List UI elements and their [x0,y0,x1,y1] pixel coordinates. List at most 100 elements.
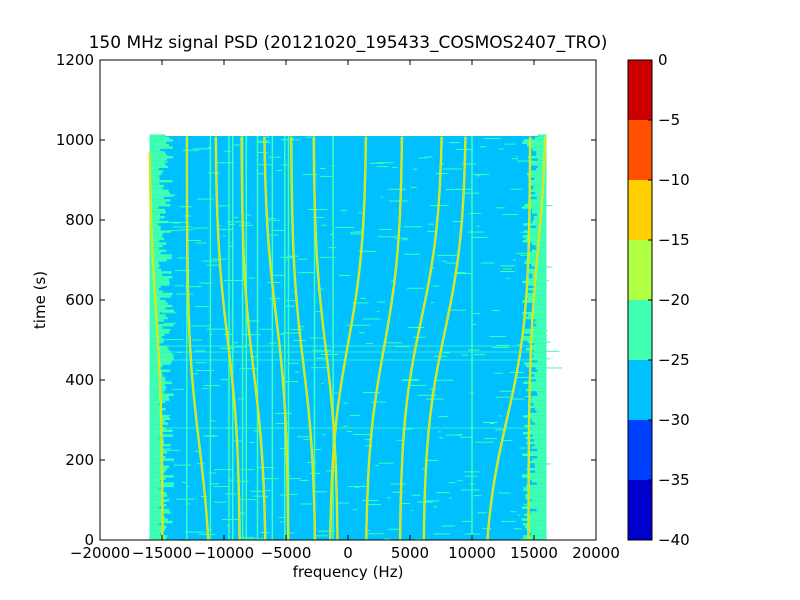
noise-band-segment [149,480,161,483]
noise-band-segment [149,511,171,514]
noise-band-segment [149,410,162,413]
noise-band-segment [532,396,547,399]
noise-speckle [262,496,269,498]
noise-speckle [206,264,222,266]
noise-band-segment [149,388,166,392]
noise-speckle [411,509,414,511]
noise-band-segment [537,456,547,459]
noise-speckle [350,231,359,233]
noise-speckle [440,163,444,165]
noise-speckle [320,175,333,177]
noise-speckle [279,447,285,449]
noise-band-segment [149,244,163,248]
noise-speckle [303,439,312,441]
noise-speckle [213,501,227,503]
noise-band-segment [149,151,166,154]
doppler-track-core [365,136,403,540]
noise-band-segment [149,441,164,444]
noise-speckle [509,511,517,513]
noise-band-segment [149,276,173,279]
noise-speckle [288,362,299,364]
noise-speckle [174,285,184,287]
noise-speckle [535,346,540,348]
noise-speckle [257,467,275,469]
noise-speckle [537,463,551,465]
noise-speckle [441,525,456,527]
x-axis-label: frequency (Hz) [293,563,404,581]
noise-speckle [391,167,398,169]
noise-band-segment [149,280,170,284]
noise-band-segment [533,309,547,312]
noise-band-segment [530,194,547,197]
noise-speckle [378,462,394,464]
noise-band-segment [149,432,163,435]
noise-band-segment [149,537,167,540]
x-tick-label: 20000 [572,544,620,562]
noise-speckle [431,267,436,269]
noise-band-segment [149,324,174,327]
noise-speckle [394,346,410,348]
noise-speckle [367,504,381,506]
noise-band-segment [523,139,547,142]
noise-speckle [186,503,191,505]
noise-band-segment [528,314,547,317]
noise-band-segment [149,420,165,423]
noise-speckle [467,349,480,351]
noise-speckle [531,497,543,499]
noise-band-segment [149,384,166,387]
noise-speckle [284,258,288,260]
noise-speckle [222,235,226,237]
noise-band-segment [536,508,547,512]
noise-band-segment [536,379,547,382]
noise-speckle [390,483,407,485]
noise-band-segment [149,360,173,363]
noise-speckle [217,228,233,230]
noise-band-segment [528,412,547,416]
noise-speckle [504,143,516,145]
noise-band-segment [536,247,547,250]
noise-speckle [521,301,538,303]
noise-speckle [499,271,515,273]
noise-speckle [350,233,363,235]
noise-band-segment [149,273,162,276]
noise-speckle [380,196,384,198]
noise-band-segment [526,468,547,471]
noise-speckle [161,312,176,314]
noise-band-segment [149,206,159,209]
noise-speckle [348,485,367,487]
noise-band-segment [522,235,547,238]
noise-band-segment [528,429,547,432]
noise-speckle [319,256,336,258]
noise-band-segment [149,242,167,245]
noise-band-segment [531,264,547,267]
noise-band-segment [149,470,166,473]
noise-band-segment [149,460,162,464]
noise-band-segment [149,189,169,192]
noise-band-segment [521,206,547,209]
noise-band-segment [522,506,547,509]
noise-speckle [195,451,200,453]
noise-speckle [386,342,403,344]
noise-band-segment [536,168,547,171]
colorbar-segment [628,60,652,120]
noise-band-segment [537,369,547,372]
noise-speckle [279,333,284,335]
doppler-tracks [148,136,547,541]
noise-speckle [299,479,309,481]
noise-band-segment [528,520,547,524]
noise-speckle [498,492,511,494]
noise-speckle [318,530,336,532]
noise-band-segment [149,232,164,236]
noise-band-segment [149,331,170,334]
noise-speckle [213,486,230,488]
noise-speckle [225,493,237,495]
noise-band-segment [149,472,162,476]
noise-band-segment [532,187,547,190]
noise-band-segment [534,343,547,346]
noise-band-segment [530,146,547,149]
noise-speckle [472,173,490,175]
noise-band-segment [149,302,168,305]
noise-speckle [278,517,286,519]
noise-band-segment [149,199,171,202]
noise-speckle [219,347,235,349]
